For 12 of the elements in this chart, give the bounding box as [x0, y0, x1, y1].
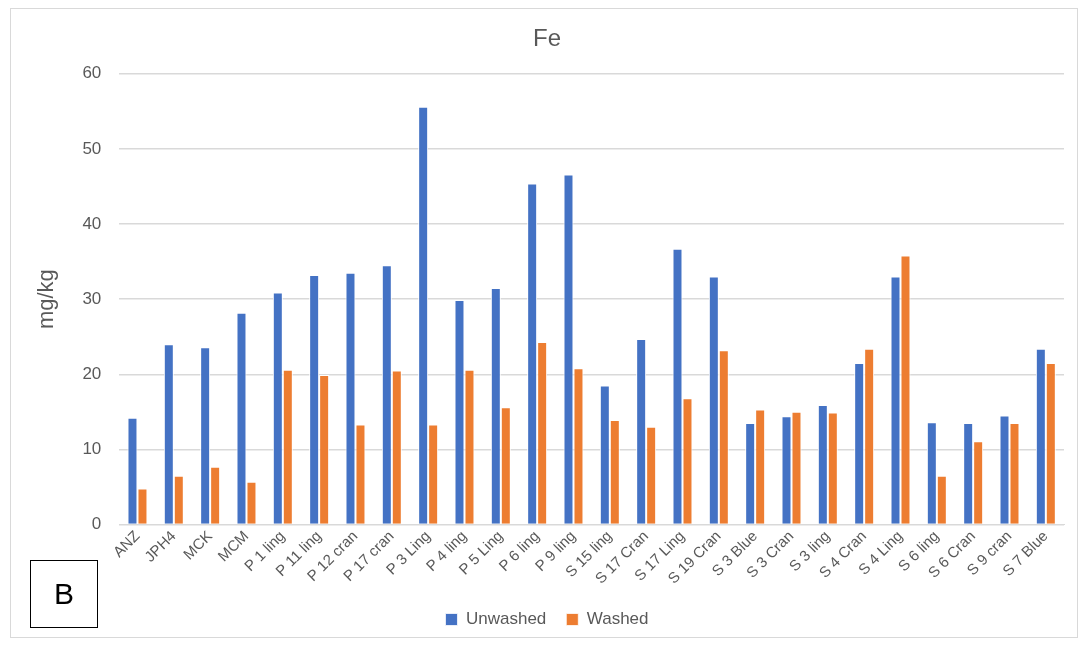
y-tick-label: 0	[91, 514, 102, 534]
legend-label: Washed	[586, 609, 649, 629]
y-tick-label: 60	[82, 63, 102, 83]
y-tick-label: 40	[82, 213, 102, 233]
y-tick-label: 20	[82, 363, 102, 383]
y-tick-label: 30	[82, 288, 102, 308]
y-tick-label: 50	[82, 138, 102, 158]
text: B	[30, 560, 98, 628]
chart-title: Fe	[532, 24, 562, 52]
legend-label: Unwashed	[465, 609, 547, 629]
y-axis-title: mg/kg	[33, 269, 59, 330]
y-tick-label: 10	[82, 439, 102, 459]
